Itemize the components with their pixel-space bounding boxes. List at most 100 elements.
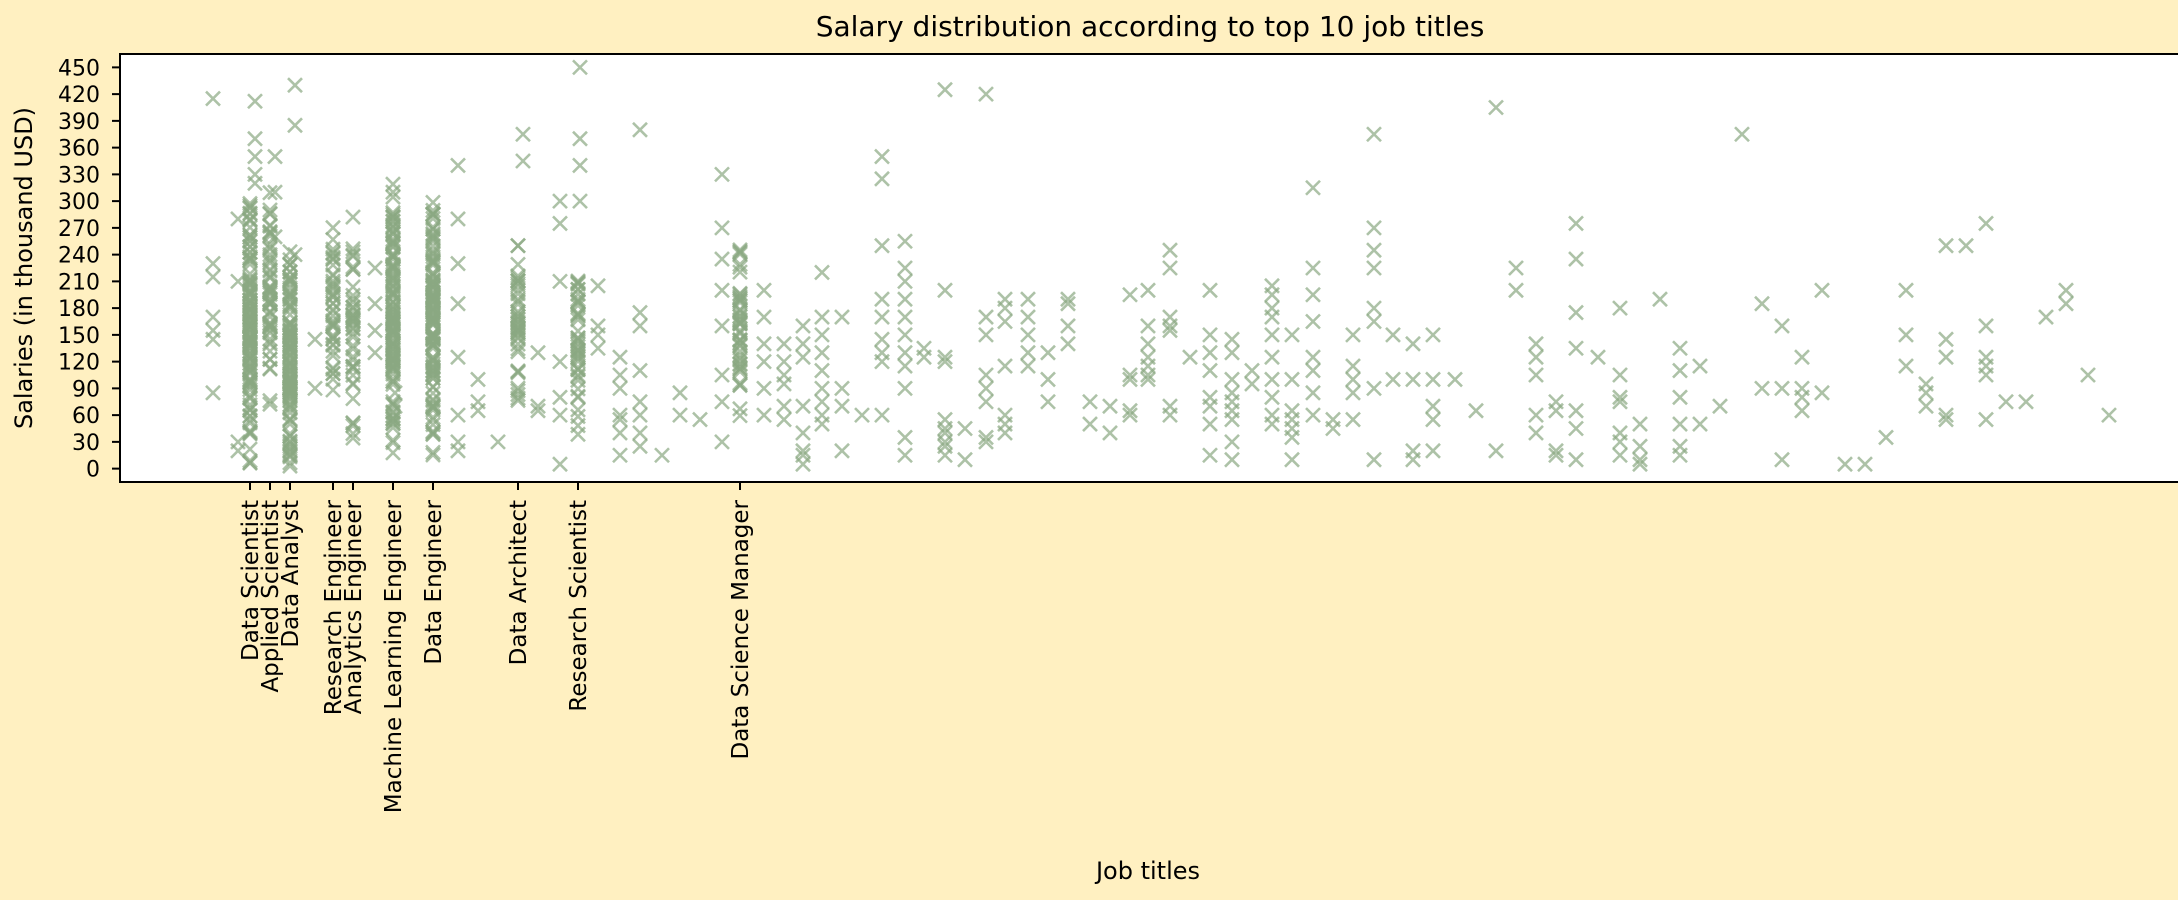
data-point bbox=[230, 442, 246, 459]
data-point bbox=[242, 452, 258, 469]
data-point bbox=[345, 240, 361, 257]
data-point bbox=[714, 166, 730, 183]
data-point bbox=[1325, 420, 1341, 437]
data-point bbox=[1202, 326, 1218, 343]
data-point bbox=[916, 349, 932, 366]
data-point bbox=[325, 360, 341, 376]
data-point bbox=[242, 250, 258, 267]
data-point bbox=[732, 407, 748, 424]
data-point bbox=[385, 176, 401, 193]
data-point bbox=[510, 270, 526, 287]
data-point bbox=[1284, 326, 1300, 343]
y-tick-label: 240 bbox=[58, 244, 100, 269]
data-point bbox=[1528, 407, 1544, 424]
data-point bbox=[1672, 389, 1688, 406]
data-point bbox=[425, 273, 441, 290]
data-point bbox=[262, 318, 278, 334]
data-point bbox=[978, 326, 994, 343]
data-point bbox=[874, 170, 890, 187]
data-point bbox=[632, 318, 648, 334]
data-point bbox=[1938, 237, 1954, 254]
data-point bbox=[1814, 384, 1830, 401]
data-point bbox=[1425, 442, 1441, 459]
data-point bbox=[1162, 322, 1178, 339]
data-point bbox=[1568, 340, 1584, 357]
data-point bbox=[1774, 380, 1790, 397]
data-point bbox=[570, 311, 586, 328]
data-point bbox=[590, 277, 606, 294]
data-point bbox=[307, 380, 323, 397]
data-point bbox=[1202, 416, 1218, 432]
data-point bbox=[1878, 429, 1894, 446]
data-point bbox=[1548, 447, 1564, 464]
data-point bbox=[776, 335, 792, 352]
data-point bbox=[367, 260, 383, 276]
data-point bbox=[1366, 451, 1382, 468]
data-point bbox=[325, 281, 341, 298]
data-point bbox=[282, 370, 298, 387]
x-tick-label: Data Engineer bbox=[421, 499, 447, 664]
data-point bbox=[1345, 371, 1361, 388]
data-point bbox=[1978, 411, 1994, 428]
data-point bbox=[552, 193, 568, 210]
data-point bbox=[1938, 407, 1954, 424]
data-point bbox=[242, 300, 258, 317]
data-point bbox=[385, 434, 401, 451]
data-point bbox=[1162, 318, 1178, 334]
data-point bbox=[282, 257, 298, 273]
y-tick-label: 330 bbox=[58, 163, 100, 188]
data-point bbox=[425, 378, 441, 395]
data-point bbox=[874, 407, 890, 424]
data-point bbox=[632, 407, 648, 424]
data-point bbox=[1774, 318, 1790, 334]
data-point bbox=[242, 199, 258, 216]
data-point bbox=[1264, 326, 1280, 343]
data-point bbox=[1102, 398, 1118, 415]
data-point bbox=[1122, 367, 1138, 383]
data-point bbox=[1284, 429, 1300, 446]
data-point bbox=[1938, 411, 1954, 428]
x-tick-label: Machine Learning Engineer bbox=[381, 499, 407, 813]
data-point bbox=[1182, 349, 1198, 366]
data-point bbox=[242, 197, 258, 214]
data-point bbox=[2038, 309, 2054, 325]
x-tick-label: Data Analyst bbox=[278, 500, 304, 648]
data-point bbox=[307, 331, 323, 348]
data-point bbox=[937, 81, 953, 98]
data-point bbox=[247, 130, 263, 147]
data-point bbox=[814, 393, 830, 410]
data-point bbox=[612, 349, 628, 366]
data-point bbox=[978, 367, 994, 383]
data-point bbox=[242, 219, 258, 236]
data-point bbox=[1612, 447, 1628, 464]
data-point bbox=[1672, 340, 1688, 357]
data-points bbox=[205, 59, 2117, 475]
data-point bbox=[1264, 349, 1280, 366]
data-point bbox=[345, 390, 361, 407]
data-point bbox=[385, 257, 401, 274]
data-point bbox=[1425, 326, 1441, 343]
data-point bbox=[590, 340, 606, 357]
data-point bbox=[510, 267, 526, 284]
data-point bbox=[612, 425, 628, 441]
data-point bbox=[325, 219, 341, 236]
data-point bbox=[385, 284, 401, 300]
data-point bbox=[732, 259, 748, 276]
data-point bbox=[1918, 398, 1934, 415]
data-point bbox=[1264, 371, 1280, 388]
data-point bbox=[1672, 416, 1688, 432]
data-point bbox=[997, 313, 1013, 330]
data-point bbox=[425, 444, 441, 461]
data-point bbox=[385, 260, 401, 277]
y-tick-label: 360 bbox=[58, 137, 100, 162]
data-point bbox=[1632, 451, 1648, 468]
data-point bbox=[957, 451, 973, 468]
data-point bbox=[242, 350, 258, 366]
data-point bbox=[242, 361, 258, 378]
data-point bbox=[1672, 362, 1688, 379]
x-axis-label: Job titles bbox=[1094, 857, 1200, 885]
data-point bbox=[1612, 389, 1628, 406]
data-point bbox=[570, 307, 586, 323]
data-point bbox=[1162, 242, 1178, 259]
